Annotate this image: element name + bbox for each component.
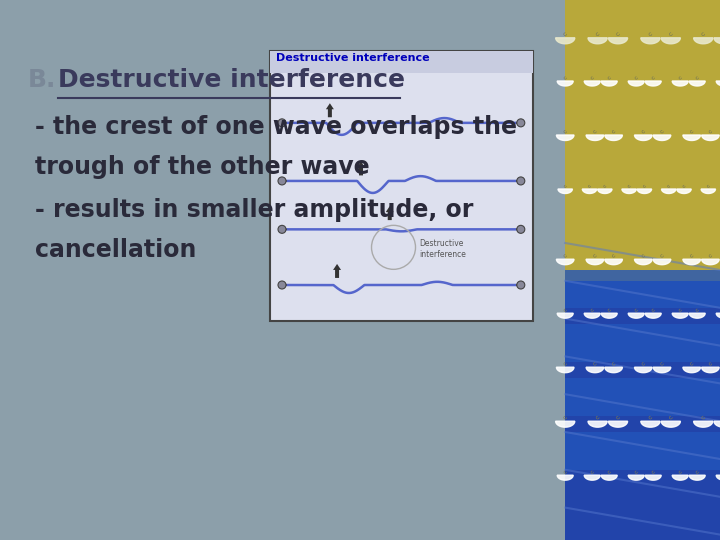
Polygon shape [641, 421, 660, 427]
Polygon shape [557, 367, 574, 373]
Polygon shape [584, 475, 600, 480]
Polygon shape [672, 313, 688, 318]
Polygon shape [557, 259, 574, 265]
Bar [270, 51, 533, 73]
Circle shape [517, 119, 525, 127]
Polygon shape [586, 367, 603, 373]
Circle shape [517, 177, 525, 185]
Polygon shape [689, 313, 705, 318]
Polygon shape [634, 135, 652, 140]
Polygon shape [716, 475, 720, 480]
Polygon shape [584, 313, 600, 318]
Polygon shape [714, 38, 720, 44]
Polygon shape [601, 81, 617, 86]
Polygon shape [601, 475, 617, 480]
Bar [565, 324, 720, 362]
Polygon shape [634, 367, 652, 373]
Polygon shape [586, 135, 603, 140]
Polygon shape [661, 421, 680, 427]
FancyArrow shape [386, 206, 394, 220]
Polygon shape [557, 81, 573, 86]
Circle shape [517, 281, 525, 289]
Polygon shape [608, 421, 628, 427]
Bar [565, 281, 720, 540]
Bar [565, 270, 720, 308]
Polygon shape [645, 81, 661, 86]
Polygon shape [588, 38, 607, 44]
Text: - the crest of one wave overlaps the: - the crest of one wave overlaps the [35, 115, 517, 139]
Polygon shape [714, 421, 720, 427]
Polygon shape [605, 367, 622, 373]
Bar [270, 51, 533, 321]
Text: - results in smaller amplitude, or: - results in smaller amplitude, or [35, 198, 473, 222]
Polygon shape [634, 259, 652, 265]
Polygon shape [628, 81, 644, 86]
Polygon shape [637, 189, 652, 193]
Polygon shape [701, 135, 719, 140]
Polygon shape [641, 38, 660, 44]
Circle shape [278, 225, 286, 233]
Circle shape [278, 119, 286, 127]
Polygon shape [608, 38, 628, 44]
Polygon shape [645, 313, 661, 318]
Text: cancellation: cancellation [35, 238, 197, 262]
Polygon shape [557, 135, 574, 140]
Text: B.: B. [28, 68, 56, 92]
Polygon shape [556, 38, 575, 44]
Polygon shape [701, 189, 716, 193]
Polygon shape [693, 38, 713, 44]
Polygon shape [662, 189, 676, 193]
Text: Destructive interference: Destructive interference [58, 68, 405, 92]
Polygon shape [716, 81, 720, 86]
Polygon shape [622, 189, 636, 193]
Polygon shape [598, 189, 612, 193]
Polygon shape [557, 475, 573, 480]
Polygon shape [584, 81, 600, 86]
Circle shape [278, 177, 286, 185]
Polygon shape [653, 259, 671, 265]
Bar [565, 0, 720, 281]
Polygon shape [588, 421, 607, 427]
Polygon shape [689, 81, 705, 86]
Polygon shape [628, 313, 644, 318]
Polygon shape [582, 189, 597, 193]
Polygon shape [716, 313, 720, 318]
Circle shape [278, 281, 286, 289]
Polygon shape [683, 259, 701, 265]
Polygon shape [653, 135, 671, 140]
Polygon shape [683, 135, 701, 140]
Polygon shape [653, 367, 671, 373]
FancyArrow shape [326, 103, 334, 117]
Polygon shape [557, 313, 573, 318]
Polygon shape [628, 475, 644, 480]
Polygon shape [601, 313, 617, 318]
Bar [565, 378, 720, 416]
Polygon shape [605, 259, 622, 265]
Polygon shape [672, 81, 688, 86]
Polygon shape [586, 259, 603, 265]
Polygon shape [556, 421, 575, 427]
Bar [565, 432, 720, 470]
Polygon shape [672, 475, 688, 480]
Polygon shape [701, 259, 719, 265]
FancyArrow shape [333, 264, 341, 278]
Text: trough of the other wave: trough of the other wave [35, 155, 369, 179]
Polygon shape [677, 189, 691, 193]
Text: Destructive interference: Destructive interference [276, 53, 430, 63]
Text: Destructive
interference: Destructive interference [420, 239, 467, 259]
Polygon shape [701, 367, 719, 373]
Polygon shape [605, 135, 622, 140]
Polygon shape [693, 421, 713, 427]
Polygon shape [645, 475, 661, 480]
Circle shape [517, 225, 525, 233]
Polygon shape [683, 367, 701, 373]
Polygon shape [689, 475, 705, 480]
Polygon shape [661, 38, 680, 44]
Polygon shape [558, 189, 572, 193]
FancyArrow shape [357, 161, 365, 176]
